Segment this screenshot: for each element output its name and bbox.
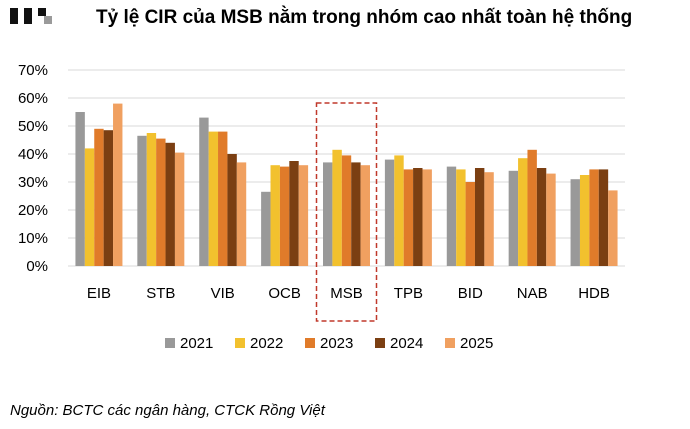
bar-hdb-2022	[579, 175, 590, 266]
bar-vib-2025	[236, 162, 247, 266]
logo-blocks	[10, 8, 52, 24]
bar-ocb-2021	[261, 191, 271, 266]
x-tick-label: BID	[458, 285, 483, 302]
bar-stb-2024	[165, 142, 175, 266]
bar-eib-2024	[103, 130, 114, 266]
x-tick-label: NAB	[517, 285, 548, 302]
legend-swatch-2023	[305, 338, 315, 348]
bar-nab-2024	[536, 168, 547, 266]
bar-ocb-2022	[270, 165, 280, 266]
legend-label-2025: 2025	[460, 335, 493, 352]
bar-vib-2024	[227, 154, 237, 266]
bar-tpb-2022	[394, 155, 404, 266]
bar-msb-2021	[323, 162, 333, 266]
bar-hdb-2023	[589, 169, 599, 266]
bar-nab-2022	[518, 158, 528, 266]
legend-label-2024: 2024	[390, 335, 423, 352]
bar-ocb-2024	[289, 161, 299, 266]
highlight-box-msb	[315, 102, 378, 322]
x-tick-label: OCB	[268, 285, 301, 302]
chart-title: Tỷ lệ CIR của MSB nằm trong nhóm cao nhấ…	[10, 4, 650, 31]
y-tick-label: 50%	[18, 118, 48, 135]
bar-msb-2023	[341, 155, 352, 266]
bar-hdb-2024	[598, 169, 609, 266]
x-tick-label: VIB	[211, 285, 235, 302]
bar-eib-2022	[84, 148, 95, 266]
y-tick-label: 0%	[26, 258, 48, 275]
bar-hdb-2025	[608, 190, 618, 266]
bar-tpb-2023	[403, 169, 414, 266]
bar-vib-2023	[218, 131, 228, 266]
bar-ocb-2025	[298, 165, 309, 266]
bar-nab-2023	[527, 149, 537, 266]
bar-msb-2024	[351, 162, 361, 266]
bar-eib-2025	[113, 103, 123, 266]
bar-bid-2022	[456, 169, 466, 266]
bar-vib-2022	[208, 131, 219, 266]
legend-label-2023: 2023	[320, 335, 353, 352]
bar-msb-2022	[332, 149, 342, 266]
y-tick-label: 30%	[18, 174, 48, 191]
source-note: Nguồn: BCTC các ngân hàng, CTCK Rồng Việ…	[10, 402, 325, 419]
y-tick-label: 60%	[18, 90, 48, 107]
bar-eib-2023	[94, 128, 104, 266]
chart-title-text: Tỷ lệ CIR của MSB nằm trong nhóm cao nhấ…	[96, 7, 633, 28]
bar-stb-2023	[156, 138, 166, 266]
bar-stb-2021	[137, 135, 147, 266]
bar-bid-2024	[474, 168, 485, 266]
bar-vib-2021	[199, 117, 209, 266]
legend-swatch-2025	[445, 338, 455, 348]
bar-msb-2025	[360, 165, 370, 266]
bar-stb-2025	[174, 152, 185, 266]
bar-bid-2025	[484, 172, 494, 266]
x-tick-label: EIB	[87, 285, 111, 302]
bar-tpb-2021	[384, 159, 395, 266]
bar-bid-2023	[465, 182, 475, 266]
x-tick-label: TPB	[394, 285, 423, 302]
legend-swatch-2022	[235, 338, 245, 348]
x-tick-label: STB	[146, 285, 175, 302]
legend-label-2022: 2022	[250, 335, 283, 352]
bar-stb-2022	[146, 133, 157, 266]
legend-swatch-2021	[165, 338, 175, 348]
legend-swatch-2024	[375, 338, 385, 348]
y-tick-label: 40%	[18, 146, 48, 163]
bar-tpb-2025	[422, 169, 432, 266]
y-tick-label: 70%	[18, 62, 48, 79]
bar-ocb-2023	[279, 166, 290, 266]
x-tick-label: HDB	[578, 285, 610, 302]
bar-tpb-2024	[413, 168, 423, 266]
bar-eib-2021	[75, 112, 85, 266]
legend-label-2021: 2021	[180, 335, 213, 352]
bar-bid-2021	[446, 166, 457, 266]
bar-nab-2021	[508, 170, 519, 266]
y-tick-label: 10%	[18, 230, 48, 247]
bar-hdb-2021	[570, 179, 580, 266]
y-tick-label: 20%	[18, 202, 48, 219]
bar-nab-2025	[546, 173, 556, 266]
x-tick-label: MSB	[330, 285, 363, 302]
